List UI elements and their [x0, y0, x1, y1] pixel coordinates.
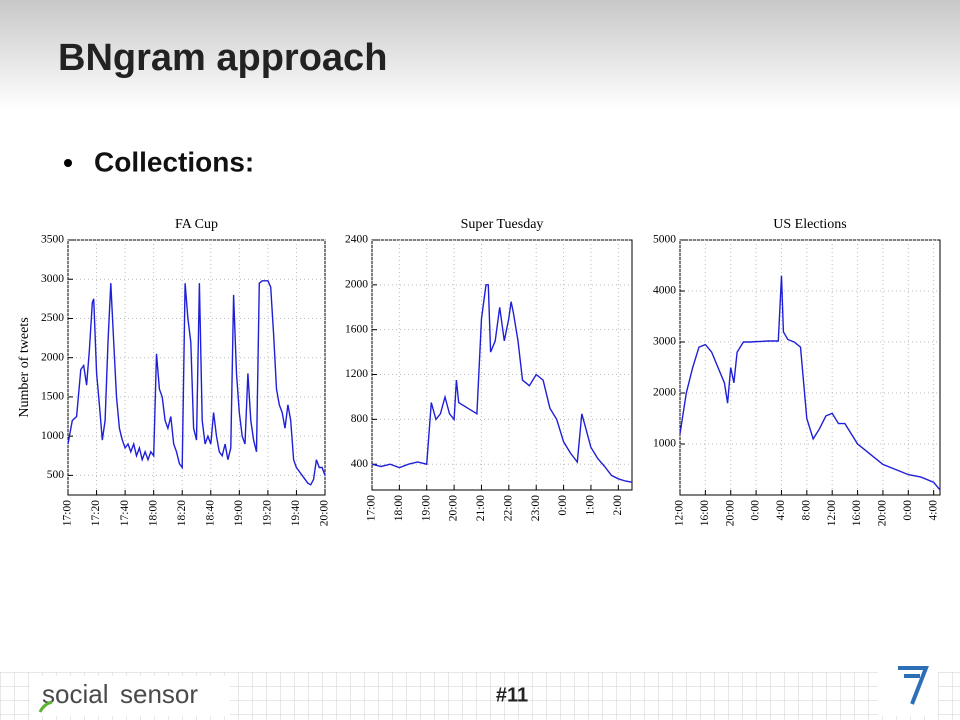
y-tick-label: 2000	[41, 351, 64, 363]
x-tick-label: 23:00	[530, 495, 542, 521]
logo-sensor: sensor	[120, 679, 198, 709]
x-tick-label: 22:00	[502, 495, 514, 521]
y-tick-label: 1000	[653, 438, 676, 450]
x-tick-label: 19:00	[420, 495, 432, 521]
y-tick-label: 4000	[653, 285, 676, 297]
x-tick-label: 19:00	[233, 500, 245, 526]
x-tick-label: 0:00	[902, 500, 914, 521]
page-number: #11	[496, 684, 528, 706]
y-axis-label: Number of tweets	[17, 317, 32, 417]
x-tick-label: 0:00	[750, 500, 762, 521]
x-tick-label: 20:00	[877, 500, 889, 526]
bullet-dot	[64, 159, 72, 167]
x-tick-label: 4:00	[927, 500, 939, 521]
logo-social: social	[42, 679, 108, 709]
x-tick-label: 18:00	[147, 500, 159, 526]
x-tick-label: 12:00	[826, 500, 838, 526]
x-tick-label: 17:00	[366, 495, 378, 521]
y-tick-label: 3000	[41, 273, 64, 285]
x-tick-label: 19:40	[290, 500, 302, 526]
plot-frame	[67, 239, 326, 496]
x-tick-label: 17:00	[62, 500, 74, 526]
x-tick-label: 20:00	[448, 495, 460, 521]
y-tick-label: 1200	[345, 368, 368, 380]
eu-logo-bg	[878, 662, 938, 716]
y-tick-label: 1500	[41, 391, 64, 403]
x-tick-label: 17:40	[119, 500, 131, 526]
x-tick-label: 18:40	[204, 500, 216, 526]
x-tick-label: 8:00	[800, 500, 812, 521]
x-tick-label: 0:00	[557, 495, 569, 516]
data-line	[67, 280, 326, 486]
y-tick-label: 5000	[653, 234, 676, 246]
x-tick-label: 16:00	[699, 500, 711, 526]
data-line	[679, 275, 941, 491]
x-tick-label: 2:00	[612, 495, 624, 516]
x-tick-label: 4:00	[775, 500, 787, 521]
data-line	[371, 284, 633, 483]
x-tick-label: 19:20	[262, 500, 274, 526]
y-tick-label: 2400	[345, 234, 368, 246]
plot-frame	[371, 239, 633, 491]
y-tick-label: 2500	[41, 312, 64, 324]
y-tick-label: 1600	[345, 323, 368, 335]
y-tick-label: 800	[351, 413, 369, 425]
y-tick-label: 400	[351, 458, 369, 470]
y-tick-label: 2000	[345, 278, 368, 290]
eu-logo	[898, 666, 929, 705]
x-tick-label: 20:00	[724, 500, 736, 526]
y-tick-label: 500	[47, 469, 65, 481]
bullet-text: Collections:	[94, 146, 254, 177]
x-tick-label: 21:00	[475, 495, 487, 521]
logo-swoosh	[38, 700, 53, 713]
chart-title: FA Cup	[175, 217, 218, 232]
x-tick-label: 18:20	[176, 500, 188, 526]
x-tick-label: 17:20	[90, 500, 102, 526]
x-tick-label: 18:00	[393, 495, 405, 521]
y-tick-label: 3500	[41, 234, 64, 246]
x-tick-label: 12:00	[674, 500, 686, 526]
chart-title: Super Tuesday	[461, 217, 544, 232]
plot-frame	[679, 239, 941, 496]
x-tick-label: 1:00	[585, 495, 597, 516]
chart-title: US Elections	[773, 217, 847, 232]
x-tick-label: 16:00	[851, 500, 863, 526]
y-tick-label: 2000	[653, 387, 676, 399]
y-tick-label: 1000	[41, 430, 64, 442]
y-tick-label: 3000	[653, 336, 676, 348]
x-tick-label: 20:00	[319, 500, 331, 526]
slide-title: BNgram approach	[58, 37, 387, 79]
logo-bg	[30, 676, 230, 716]
